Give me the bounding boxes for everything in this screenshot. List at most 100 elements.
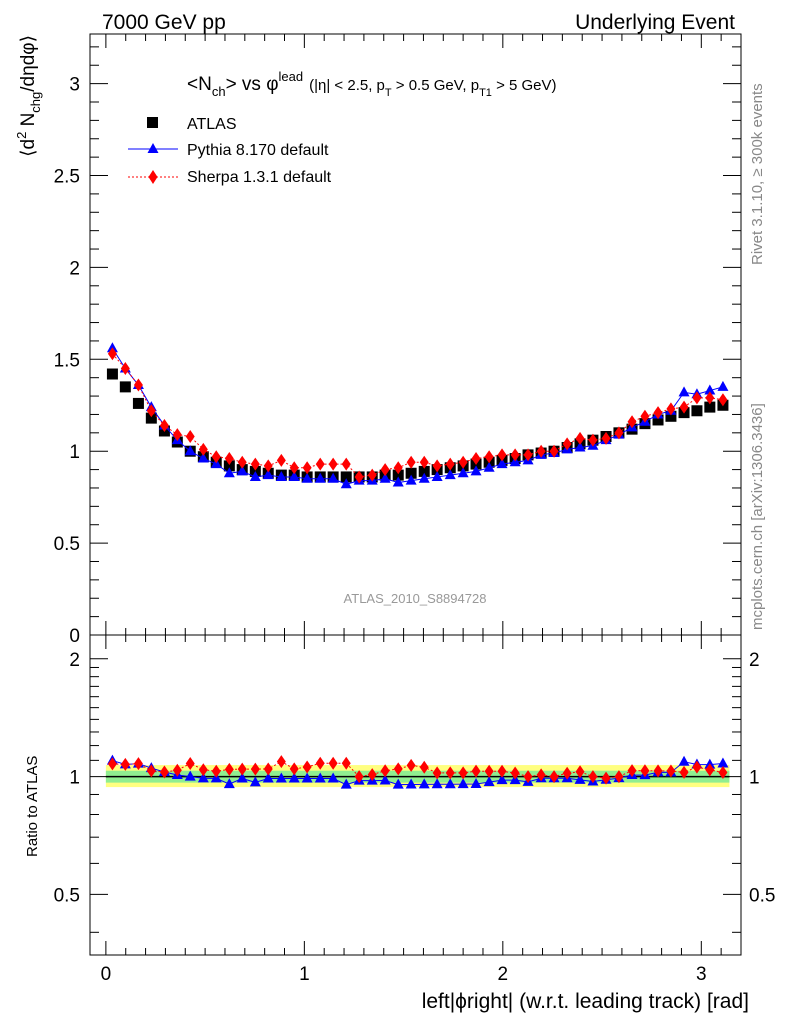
title-cuts: (|η| < 2.5, p xyxy=(309,77,385,94)
rivet-label: Rivet 3.1.10, ≥ 300k events xyxy=(749,83,766,265)
pythia-ratio-point xyxy=(405,778,417,789)
header-left: 7000 GeV pp xyxy=(102,11,226,34)
pythia-point xyxy=(314,472,326,483)
sherpa-point xyxy=(198,442,208,456)
pythia-ratio-point xyxy=(392,778,404,789)
sherpa-point xyxy=(133,378,143,392)
atlas-point xyxy=(145,412,157,424)
atlas-point xyxy=(132,397,144,409)
pythia-ratio-point xyxy=(236,772,248,783)
ratio-y-tick-label-right: 1 xyxy=(749,768,760,789)
pythia-ratio-point xyxy=(197,772,209,783)
sherpa-point xyxy=(497,448,507,462)
main-panel: 0 0.5 1 1.5 2 2.5 3 <Nch> vs φlead (|η| < 2.5, … xyxy=(14,33,742,647)
y-tick-label: 0.5 xyxy=(54,534,80,555)
sherpa-ratio-point xyxy=(393,762,403,776)
sherpa-point xyxy=(523,448,533,462)
sherpa-ratio-point xyxy=(627,764,637,778)
ylabel-e: /dηdφ⟩ xyxy=(18,35,39,92)
legend-sherpa-marker xyxy=(148,170,158,184)
pythia-ratio-point xyxy=(457,778,469,789)
atlas-point xyxy=(652,414,664,426)
sherpa-ratio-point xyxy=(185,756,195,770)
pythia-point xyxy=(678,386,690,397)
x-tick-label: 3 xyxy=(696,964,707,985)
sherpa-point xyxy=(146,404,156,418)
sherpa-ratio-point xyxy=(224,762,234,776)
sherpa-ratio-point xyxy=(445,766,455,780)
pythia-ratio-point xyxy=(249,776,261,787)
atlas-point xyxy=(119,381,131,393)
title-mid: > vs φ xyxy=(226,74,279,95)
sherpa-point xyxy=(120,362,130,376)
y-tick-label: 1 xyxy=(69,442,80,463)
sherpa-point xyxy=(484,450,494,464)
legend-atlas-label: ATLAS xyxy=(187,116,237,133)
pythia-ratio-point xyxy=(470,778,482,789)
sherpa-ratio-point xyxy=(133,757,143,771)
pythia-point xyxy=(275,470,287,481)
ratio-frame xyxy=(89,634,742,956)
pythia-ratio-point xyxy=(184,770,196,781)
sherpa-point xyxy=(432,459,442,473)
sherpa-ratio-point xyxy=(289,762,299,776)
pythia-ratio-point xyxy=(431,778,443,789)
sherpa-point xyxy=(679,400,689,414)
main-marks xyxy=(106,342,729,489)
pythia-point xyxy=(457,467,469,478)
pythia-ratio-point xyxy=(314,772,326,783)
sherpa-point xyxy=(367,468,377,482)
sherpa-point xyxy=(653,406,663,420)
sherpa-ratio-point xyxy=(315,756,325,770)
sherpa-point xyxy=(302,461,312,475)
x-tick-labels: 0 1 2 3 xyxy=(101,964,707,985)
sherpa-ratio-point xyxy=(406,758,416,772)
sherpa-ratio-point xyxy=(718,766,728,780)
sherpa-ratio-point xyxy=(419,760,429,774)
sherpa-point xyxy=(289,461,299,475)
sherpa-ratio-point xyxy=(276,755,286,769)
sherpa-point xyxy=(601,431,611,445)
legend-pythia-label: Pythia 8.170 default xyxy=(187,142,329,159)
sherpa-point xyxy=(575,431,585,445)
ylabel-d: chg xyxy=(28,92,43,113)
sherpa-ratio-point xyxy=(237,762,247,776)
sherpa-point xyxy=(406,455,416,469)
title-cuts-sub1: T xyxy=(385,87,392,99)
sherpa-ratio-point xyxy=(497,764,507,778)
sherpa-ratio-point xyxy=(601,771,611,785)
ratio-y-tick-label: 1 xyxy=(69,768,80,789)
title-sub: ch xyxy=(212,84,226,99)
sherpa-ratio-point xyxy=(510,766,520,780)
sherpa-point xyxy=(458,455,468,469)
sherpa-ratio-point xyxy=(159,765,169,779)
x-tick-label: 0 xyxy=(101,964,112,985)
chart-title: <Nch> vs φlead (|η| < 2.5, pT > 0.5 GeV, … xyxy=(187,69,557,99)
pythia-point xyxy=(327,472,339,483)
sherpa-ratio-point xyxy=(172,763,182,777)
x-tick-label: 2 xyxy=(498,964,509,985)
sherpa-point xyxy=(393,461,403,475)
y-axis-label-main: ⟨d2 Nchg/dηdφ⟩ xyxy=(14,35,43,157)
y-tick-label: 1.5 xyxy=(54,350,80,371)
pythia-point xyxy=(223,467,235,478)
sherpa-ratio-point xyxy=(536,768,546,782)
header-right: Underlying Event xyxy=(575,11,735,34)
y-tick-label: 2.5 xyxy=(54,167,80,188)
sherpa-ratio-point xyxy=(471,764,481,778)
ratio-y-tick-label-right: 2 xyxy=(749,650,760,671)
sherpa-point xyxy=(536,444,546,458)
sherpa-point xyxy=(107,347,117,361)
y-tick-label: 0 xyxy=(69,626,80,647)
sherpa-point xyxy=(328,457,338,471)
sherpa-point xyxy=(445,457,455,471)
sherpa-ratio-point xyxy=(341,756,351,770)
sherpa-ratio-point xyxy=(367,768,377,782)
ratio-y-tick-label: 0.5 xyxy=(54,885,80,906)
atlas-point xyxy=(392,469,404,481)
pythia-point xyxy=(704,384,716,395)
sherpa-point xyxy=(549,444,559,458)
main-ticks: 0 0.5 1 1.5 2 2.5 3 xyxy=(54,34,741,647)
sherpa-ratio-point xyxy=(705,763,715,777)
pythia-ratio-point xyxy=(223,778,235,789)
